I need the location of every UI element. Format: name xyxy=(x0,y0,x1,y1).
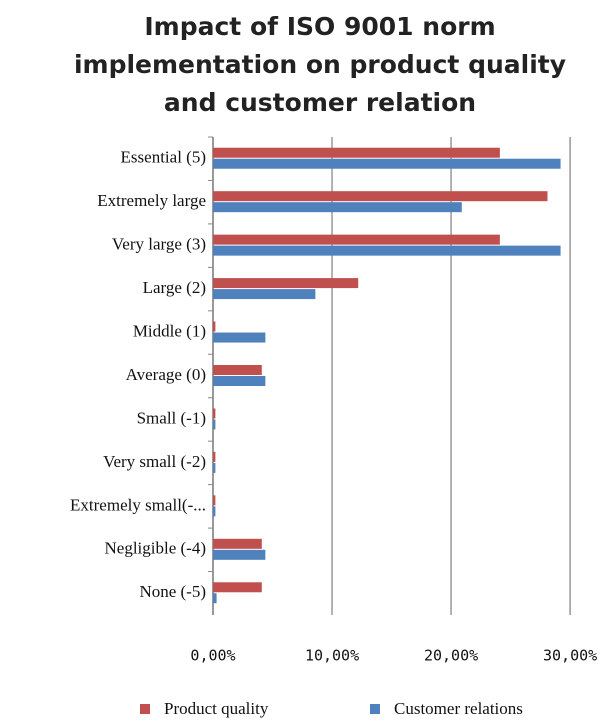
bar xyxy=(213,158,561,169)
chart-title: Impact of ISO 9001 norm implementation o… xyxy=(73,12,567,117)
y-tick-label: Essential (5) xyxy=(121,148,206,167)
y-tick-label: Average (0) xyxy=(126,365,206,384)
bar xyxy=(213,408,216,419)
y-tick-label: Very small (-2) xyxy=(103,452,206,471)
bar xyxy=(213,245,561,256)
bar xyxy=(213,538,262,549)
legend-label: Customer relations xyxy=(394,699,523,718)
bar xyxy=(213,549,266,560)
bar xyxy=(213,593,217,604)
y-tick-label: Very large (3) xyxy=(112,235,206,254)
bar xyxy=(213,376,266,386)
x-tick-label: 30,00% xyxy=(543,647,597,665)
bar xyxy=(213,289,316,300)
bar xyxy=(213,419,216,430)
bar xyxy=(213,278,359,289)
bar xyxy=(213,451,216,462)
x-tick-label: 10,00% xyxy=(305,647,359,665)
y-tick-label: Negligible (-4) xyxy=(105,539,207,558)
bar xyxy=(213,191,548,202)
x-tick-label: 20,00% xyxy=(424,647,478,665)
bar xyxy=(213,234,500,245)
legend-swatch xyxy=(140,704,150,714)
bar xyxy=(213,495,216,506)
bar xyxy=(213,506,216,517)
bar xyxy=(213,582,262,593)
y-tick-label: Small (-1) xyxy=(137,408,206,427)
y-tick-label: Extremely small(-... xyxy=(70,495,206,514)
bar xyxy=(213,462,216,473)
y-tick-label: None (-5) xyxy=(139,582,206,601)
y-tick-label: Extremely large xyxy=(97,191,206,210)
x-tick-label: 0,00% xyxy=(190,647,235,665)
legend-label: Product quality xyxy=(164,699,269,718)
bar xyxy=(213,202,462,213)
y-tick-label: Large (2) xyxy=(143,278,206,297)
bar xyxy=(213,147,500,158)
y-tick-label: Middle (1) xyxy=(133,321,206,340)
legend-swatch xyxy=(370,704,380,714)
bar xyxy=(213,321,216,332)
bar xyxy=(213,332,266,343)
bar xyxy=(213,365,262,375)
